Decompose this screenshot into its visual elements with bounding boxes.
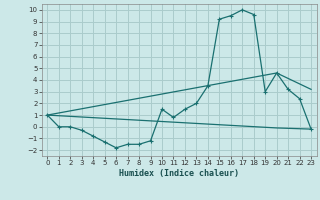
X-axis label: Humidex (Indice chaleur): Humidex (Indice chaleur) (119, 169, 239, 178)
